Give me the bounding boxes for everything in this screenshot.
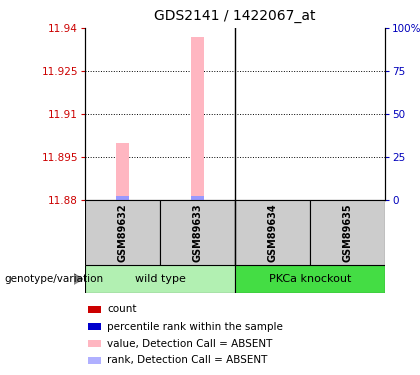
Bar <box>160 200 235 265</box>
Text: count: count <box>107 304 136 315</box>
Text: GSM89635: GSM89635 <box>342 203 352 262</box>
Title: GDS2141 / 1422067_at: GDS2141 / 1422067_at <box>154 9 316 23</box>
Bar <box>310 200 385 265</box>
Text: GSM89632: GSM89632 <box>118 203 128 262</box>
Bar <box>235 200 310 265</box>
Bar <box>235 265 385 293</box>
Text: PKCa knockout: PKCa knockout <box>269 274 351 284</box>
Text: GSM89633: GSM89633 <box>192 203 202 262</box>
Bar <box>116 142 129 200</box>
Text: value, Detection Call = ABSENT: value, Detection Call = ABSENT <box>107 339 273 348</box>
Text: rank, Detection Call = ABSENT: rank, Detection Call = ABSENT <box>107 356 268 366</box>
Bar <box>191 196 204 200</box>
Bar <box>85 265 235 293</box>
Bar <box>85 200 160 265</box>
Bar <box>191 37 204 200</box>
Text: genotype/variation: genotype/variation <box>4 274 103 284</box>
Text: wild type: wild type <box>134 274 186 284</box>
Text: GSM89634: GSM89634 <box>268 203 278 262</box>
Polygon shape <box>74 274 83 284</box>
Bar <box>116 196 129 200</box>
Text: percentile rank within the sample: percentile rank within the sample <box>107 321 283 332</box>
